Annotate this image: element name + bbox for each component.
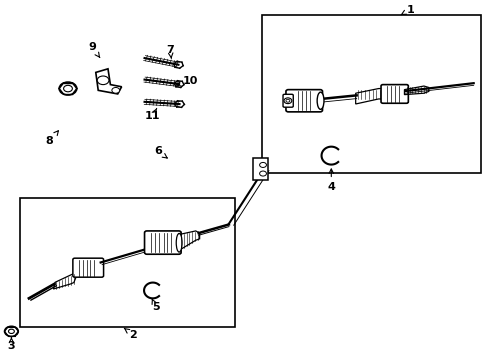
Text: 9: 9 bbox=[88, 42, 100, 58]
Text: 3: 3 bbox=[8, 338, 15, 351]
FancyBboxPatch shape bbox=[144, 231, 181, 254]
Bar bbox=[253, 158, 267, 180]
Circle shape bbox=[259, 171, 266, 176]
FancyBboxPatch shape bbox=[380, 85, 407, 103]
Text: 4: 4 bbox=[326, 169, 335, 192]
Circle shape bbox=[285, 99, 289, 102]
Text: 7: 7 bbox=[166, 45, 174, 58]
Circle shape bbox=[59, 82, 77, 95]
Circle shape bbox=[63, 85, 72, 92]
Circle shape bbox=[284, 98, 291, 104]
Bar bbox=[20, 198, 234, 327]
Ellipse shape bbox=[176, 233, 182, 252]
Text: 10: 10 bbox=[176, 76, 198, 86]
Circle shape bbox=[8, 329, 14, 333]
Circle shape bbox=[259, 162, 266, 167]
Circle shape bbox=[4, 326, 18, 336]
Ellipse shape bbox=[317, 92, 324, 109]
Text: 1: 1 bbox=[400, 5, 413, 15]
Circle shape bbox=[112, 87, 120, 93]
Text: 2: 2 bbox=[124, 328, 137, 340]
FancyBboxPatch shape bbox=[285, 90, 322, 112]
FancyBboxPatch shape bbox=[283, 94, 293, 107]
Text: 6: 6 bbox=[153, 146, 167, 158]
FancyBboxPatch shape bbox=[73, 258, 103, 277]
Text: 5: 5 bbox=[152, 299, 159, 312]
Text: 11: 11 bbox=[145, 108, 160, 121]
Text: 8: 8 bbox=[45, 131, 58, 146]
Circle shape bbox=[97, 76, 109, 85]
Bar bbox=[261, 15, 480, 173]
